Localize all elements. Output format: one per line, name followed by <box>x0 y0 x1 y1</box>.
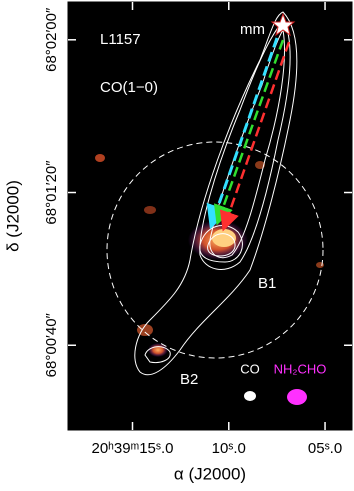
arrow-green <box>213 39 285 226</box>
mm-label: mm <box>240 21 265 38</box>
beam-co <box>244 391 256 401</box>
x-tick-label: 10ˢ.0 <box>212 440 246 457</box>
x-axis-label: α (J2000) <box>174 464 246 483</box>
contours <box>134 11 298 376</box>
x-tick-label: 05ˢ.0 <box>308 440 342 457</box>
arrow-cyan <box>206 37 279 230</box>
mm-source-star <box>270 12 296 37</box>
source-label: L1157 <box>100 31 141 48</box>
frame <box>67 1 353 431</box>
y-tick-label: 68°00′40″ <box>43 312 60 377</box>
b1-label: B1 <box>258 275 276 292</box>
x-tick-label: 20ʰ39ᵐ15ˢ.0 <box>91 440 173 457</box>
beam-nh2cho <box>287 389 307 405</box>
y-tick-label: 68°02′00″ <box>43 7 60 72</box>
beam-nh2cho-label: NH₂CHO <box>274 361 327 376</box>
b2-label: B2 <box>180 371 198 388</box>
field-circle <box>106 141 324 359</box>
beam-co-label: CO <box>240 361 260 376</box>
line-label: CO(1−0) <box>100 79 158 96</box>
arrow-red <box>219 41 291 232</box>
y-axis-label: δ (J2000) <box>3 180 22 252</box>
y-tick-label: 68°01′20″ <box>43 160 60 225</box>
